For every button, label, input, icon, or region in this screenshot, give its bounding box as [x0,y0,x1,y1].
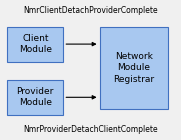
FancyBboxPatch shape [7,80,63,115]
Text: NmrClientDetachProviderComplete: NmrClientDetachProviderComplete [23,6,158,15]
Text: NmrProviderDetachClientComplete: NmrProviderDetachClientComplete [23,125,158,134]
Text: Network
Module
Registrar: Network Module Registrar [113,52,155,83]
Text: Provider
Module: Provider Module [17,87,54,107]
FancyBboxPatch shape [7,27,63,62]
Text: Client
Module: Client Module [19,34,52,54]
FancyBboxPatch shape [100,27,168,109]
